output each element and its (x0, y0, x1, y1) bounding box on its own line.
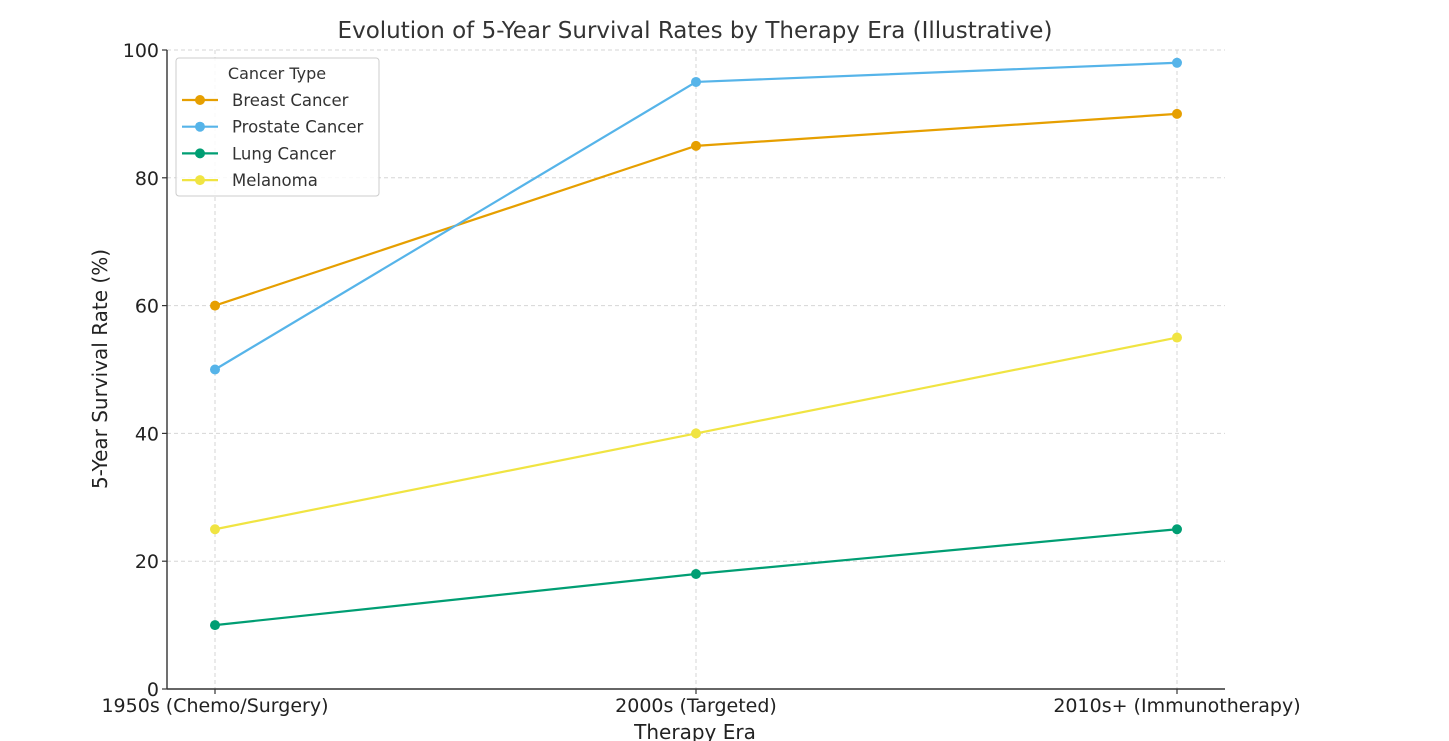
legend-swatch-marker (195, 148, 205, 159)
legend-label: Lung Cancer (232, 144, 336, 163)
series-lung-cancer (210, 524, 1182, 631)
data-point-prostate-cancer (1172, 57, 1182, 68)
data-point-prostate-cancer (691, 76, 701, 87)
legend-entry-breast-cancer: Breast Cancer (182, 91, 349, 110)
tick-labels: 0 20 40 60 80 100 1950s (Chemo/Surgery) 2000s (… (101, 40, 1300, 717)
chart-title: Evolution of 5-Year Survival Rates by Th… (338, 18, 1053, 44)
x-tick-label: 2000s (Targeted) (615, 695, 777, 717)
data-point-melanoma (1172, 332, 1182, 343)
series-melanoma (210, 332, 1182, 535)
data-point-melanoma (691, 428, 701, 439)
data-point-breast-cancer (210, 300, 220, 311)
x-tick-label: 1950s (Chemo/Surgery) (101, 695, 328, 717)
legend-swatch-marker (195, 175, 205, 186)
legend-label: Breast Cancer (232, 91, 349, 110)
y-tick-label: 40 (135, 423, 159, 445)
legend-box (175, 57, 380, 197)
legend-entry-melanoma: Melanoma (182, 171, 318, 190)
data-point-lung-cancer (210, 620, 220, 631)
y-tick-label: 60 (135, 296, 159, 318)
legend-entries: Breast Cancer Prostate Cancer Lung Cancer M… (182, 91, 364, 190)
data-point-prostate-cancer (210, 364, 220, 375)
data-point-lung-cancer (1172, 524, 1182, 535)
data-point-breast-cancer (1172, 108, 1182, 119)
data-point-lung-cancer (691, 568, 701, 579)
series-prostate-cancer (210, 57, 1182, 375)
y-tick-label: 100 (123, 40, 159, 62)
x-axis-label: Therapy Era (633, 720, 756, 741)
legend-label: Melanoma (232, 171, 318, 190)
legend-swatch-marker (195, 95, 205, 105)
legend-entry-lung-cancer: Lung Cancer (182, 144, 336, 163)
legend: Cancer Type Breast Cancer Prostate Cancer… (175, 57, 380, 197)
legend-entry-prostate-cancer: Prostate Cancer (182, 118, 364, 137)
y-tick-label: 0 (147, 679, 159, 701)
y-axis-label: 5-Year Survival Rate (%) (88, 249, 112, 489)
series-layer (210, 57, 1182, 631)
data-point-melanoma (210, 524, 220, 535)
legend-label: Prostate Cancer (232, 118, 364, 137)
legend-swatch-marker (195, 121, 205, 132)
data-point-breast-cancer (691, 140, 701, 151)
y-tick-label: 80 (135, 168, 159, 190)
y-tick-label: 20 (135, 551, 159, 573)
axes (162, 49, 1225, 694)
x-tick-label: 2010s+ (Immunotherapy) (1053, 695, 1300, 717)
series-breast-cancer (210, 108, 1182, 311)
legend-title: Cancer Type (228, 64, 326, 83)
